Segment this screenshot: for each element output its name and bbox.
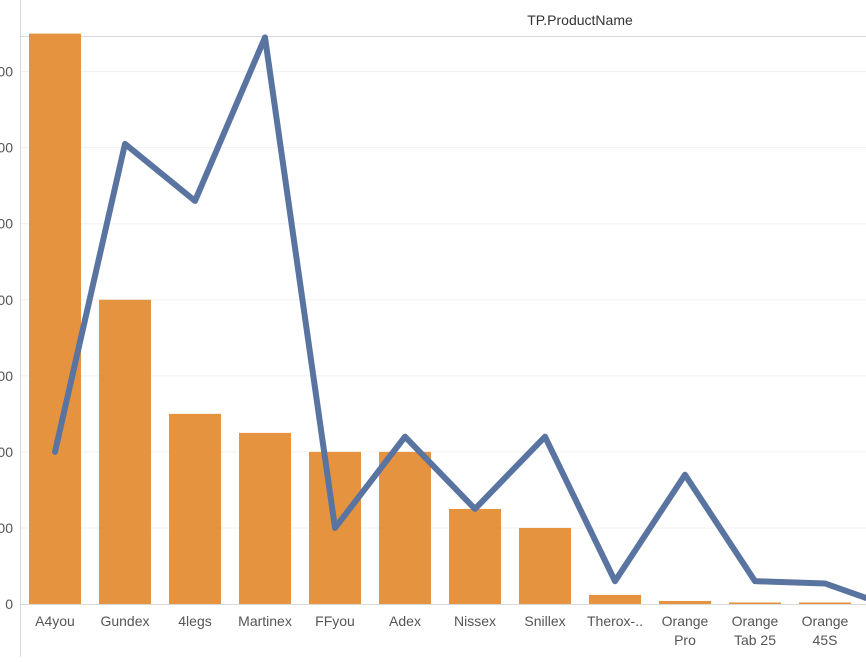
bar — [449, 508, 501, 604]
bar — [29, 33, 81, 604]
x-category-label: Nissex — [454, 613, 496, 629]
x-axis-labels: A4you Gundex 4legs Martinex FFyou Adex Nissex S… — [35, 613, 848, 648]
x-category-label: 4legs — [178, 613, 211, 629]
bar — [589, 594, 641, 604]
bar — [729, 602, 781, 604]
bar — [799, 602, 851, 604]
y-tick-label: 00 — [0, 368, 13, 384]
bar — [379, 451, 431, 604]
bar — [519, 527, 571, 604]
y-tick-label: 00 — [0, 292, 13, 308]
bar — [659, 600, 711, 604]
y-tick-label: 00 — [0, 520, 13, 536]
line-series — [52, 34, 866, 601]
line-series-path — [52, 34, 866, 601]
x-category-label: Gundex — [100, 613, 149, 629]
x-category-label: Adex — [389, 613, 421, 629]
bar — [169, 413, 221, 604]
y-tick-label: 0 — [5, 596, 13, 612]
chart-frame — [20, 0, 866, 657]
bar-series — [29, 33, 851, 604]
y-tick-label: 00 — [0, 64, 13, 80]
x-category-label: Snillex — [524, 613, 565, 629]
x-category-label: FFyou — [315, 613, 355, 629]
chart-title: TP.ProductName — [527, 12, 633, 28]
x-category-label: A4you — [35, 613, 75, 629]
gridlines — [20, 71, 866, 529]
x-category-label: Orange Pro — [662, 613, 709, 648]
y-tick-label: 00 — [0, 140, 13, 156]
bar — [99, 299, 151, 604]
y-tick-label: 00 — [0, 444, 13, 460]
x-category-label: Therox-.. — [587, 613, 643, 629]
x-category-label: Martinex — [238, 613, 292, 629]
bar — [239, 432, 291, 604]
y-tick-label: 00 — [0, 216, 13, 232]
x-category-label: Orange Tab 25 — [732, 613, 779, 648]
x-category-label: Orange 45S — [802, 613, 849, 648]
